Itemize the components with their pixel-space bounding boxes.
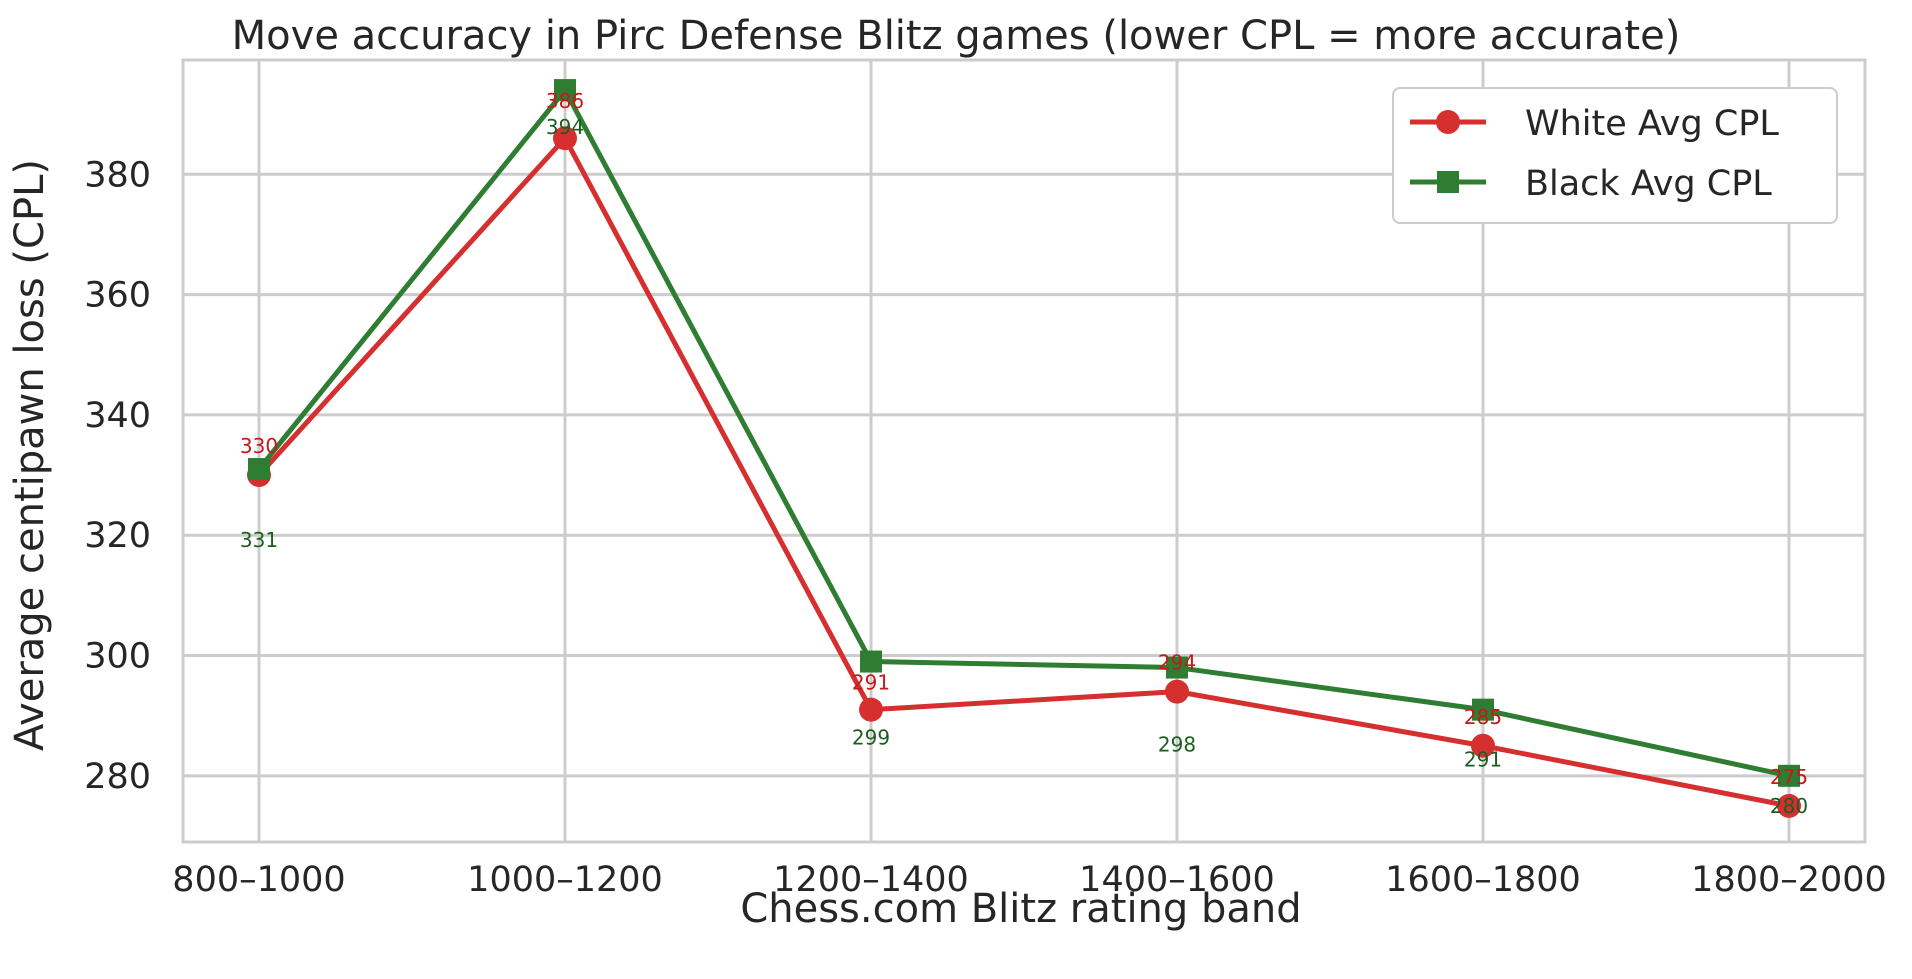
black-data-label: 280 bbox=[1770, 794, 1808, 818]
y-tick-label: 340 bbox=[84, 396, 151, 436]
black-data-label: 394 bbox=[546, 115, 584, 139]
white-data-label: 291 bbox=[852, 671, 890, 695]
black-series-point bbox=[1778, 764, 1800, 787]
x-tick-label: 1200–1400 bbox=[773, 860, 969, 900]
x-tick-label: 1800–2000 bbox=[1691, 860, 1887, 900]
black-data-label: 299 bbox=[852, 726, 890, 750]
black-series-point bbox=[1166, 656, 1188, 679]
legend-white-label: White Avg CPL bbox=[1525, 104, 1779, 144]
white-data-label: 275 bbox=[1770, 765, 1808, 789]
y-tick-label: 320 bbox=[84, 516, 151, 556]
tick-labels: 280 300 320 340 360 380 800–1000 1000–1200 1200–… bbox=[84, 155, 1887, 900]
black-data-label: 331 bbox=[240, 528, 278, 552]
y-tick-label: 280 bbox=[84, 757, 151, 797]
y-tick-label: 380 bbox=[84, 155, 151, 195]
white-series-point bbox=[1471, 733, 1495, 758]
plot-frame bbox=[181, 58, 1867, 844]
white-series-point bbox=[859, 697, 883, 722]
y-axis-label: Average centipawn loss (CPL) bbox=[7, 159, 53, 751]
x-tick-label: 800–1000 bbox=[172, 860, 345, 900]
legend-black-marker bbox=[1437, 171, 1459, 193]
black-data-label: 298 bbox=[1158, 733, 1196, 757]
white-data-label: 330 bbox=[240, 434, 278, 458]
white-data-label: 285 bbox=[1464, 705, 1502, 729]
x-tick-label: 1400–1600 bbox=[1079, 860, 1275, 900]
legend: White Avg CPL Black Avg CPL bbox=[1392, 87, 1838, 224]
legend-black-label: Black Avg CPL bbox=[1525, 164, 1772, 204]
legend-white-marker bbox=[1436, 110, 1460, 134]
white-series-point bbox=[1777, 793, 1801, 818]
white-series-point bbox=[553, 126, 577, 151]
white-data-label: 386 bbox=[546, 89, 584, 113]
y-tick-label: 300 bbox=[84, 637, 151, 677]
chart-title: Move accuracy in Pirc Defense Blitz game… bbox=[232, 13, 1681, 59]
black-series-point bbox=[248, 458, 270, 481]
black-data-label: 291 bbox=[1464, 748, 1502, 772]
white-series-point bbox=[1165, 679, 1189, 704]
x-tick-label: 1000–1200 bbox=[467, 860, 663, 900]
series-layer: 330 386 291 294 285 275 331 394 299 298 291 280 bbox=[240, 79, 1808, 818]
legend-box bbox=[1392, 87, 1838, 224]
black-series-point bbox=[860, 650, 882, 673]
x-axis-label: Chess.com Blitz rating band bbox=[740, 886, 1301, 932]
white-series-line bbox=[256, 135, 1792, 809]
black-series-point bbox=[1472, 698, 1494, 721]
y-tick-label: 360 bbox=[84, 276, 151, 316]
black-series-line bbox=[256, 87, 1792, 779]
x-tick-label: 1600–1800 bbox=[1385, 860, 1581, 900]
black-series-point bbox=[554, 79, 576, 102]
white-data-label: 294 bbox=[1158, 651, 1196, 675]
